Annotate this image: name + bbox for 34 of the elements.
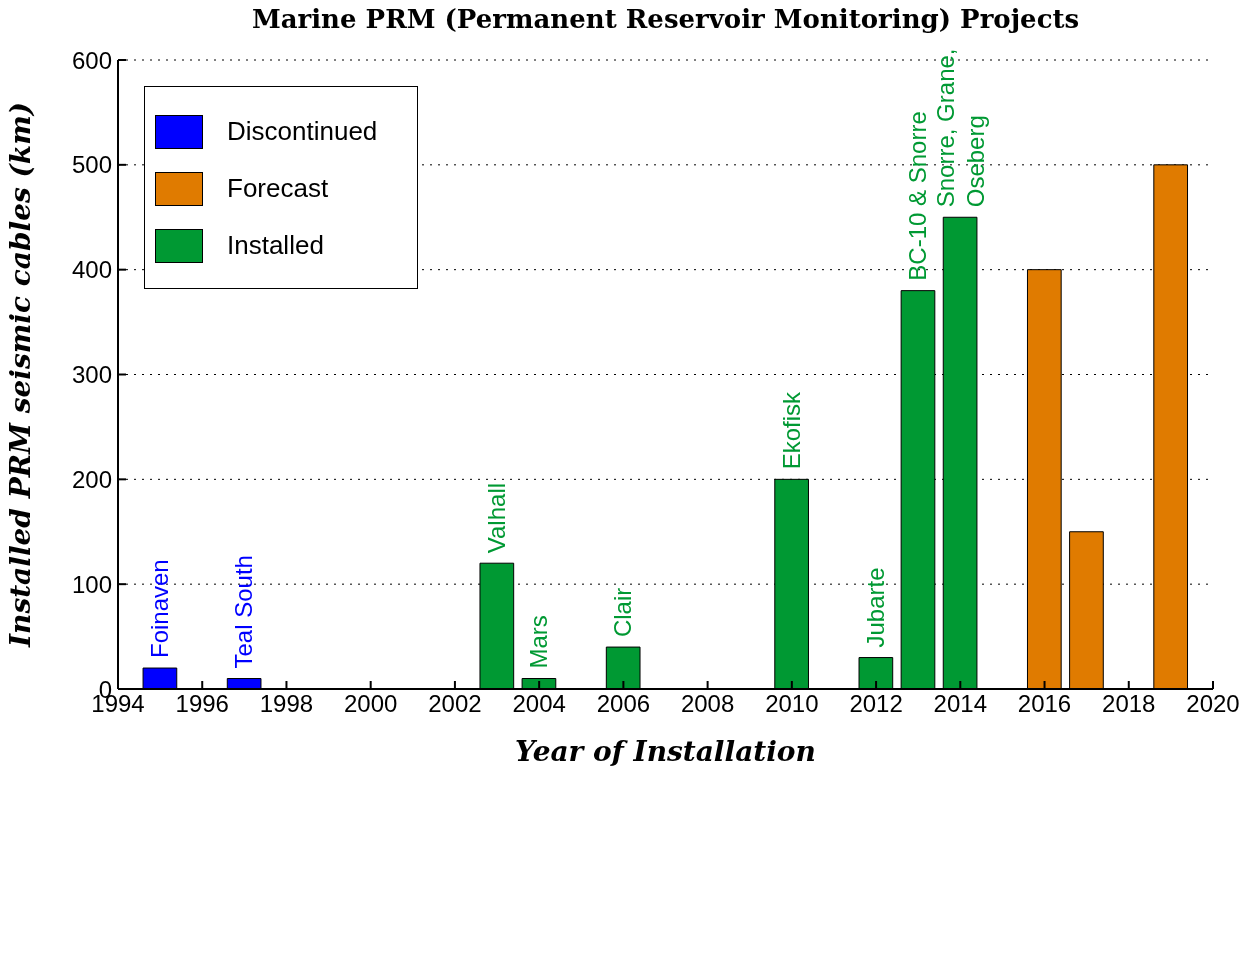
x-tick-label: 2000 <box>344 690 398 718</box>
chart-title: Marine PRM (Permanent Reservoir Monitoring) Projects <box>250 4 1081 34</box>
annotation: Jubarte <box>862 567 890 648</box>
annotation: Ekofisk <box>777 390 805 470</box>
x-tick-label: 2016 <box>1017 690 1072 718</box>
x-tick-label: 2004 <box>512 690 566 718</box>
annotation: Clair <box>609 587 637 638</box>
x-tick-label: 2010 <box>765 690 819 718</box>
y-tick-label: 400 <box>71 256 112 284</box>
x-tick-label: 2002 <box>428 690 482 718</box>
x-tick-label: 2006 <box>596 690 651 718</box>
legend-label: Installed <box>227 230 324 261</box>
x-tick-label: 2020 <box>1186 690 1240 718</box>
annotation: Valhall <box>483 482 511 554</box>
annotation: BC-10 & Snorre <box>904 111 932 281</box>
legend-label: Discontinued <box>227 116 378 147</box>
y-tick-label: 600 <box>71 46 112 74</box>
x-tick-label: 1998 <box>259 690 314 718</box>
annotation: Foinaven <box>146 559 174 659</box>
x-axis-title: Year of Installation <box>515 735 816 768</box>
annotation: Mars <box>525 615 553 669</box>
x-tick-label: 2012 <box>849 690 903 718</box>
y-tick-label: 100 <box>71 570 112 598</box>
legend-label: Forecast <box>227 173 329 204</box>
x-tick-label: 2014 <box>933 690 987 718</box>
x-tick-label: 2018 <box>1102 690 1156 718</box>
y-tick-label: 200 <box>71 465 112 493</box>
annotation: Snorre, Grane, Oseberg <box>932 48 990 208</box>
x-tick-label: 2008 <box>680 690 735 718</box>
y-axis-title: Installed PRM seismic cables (km) <box>3 101 37 649</box>
y-tick-label: 300 <box>71 361 112 389</box>
annotation: Teal South <box>230 555 258 669</box>
x-tick-label: 1996 <box>175 690 229 718</box>
y-tick-label: 500 <box>71 151 112 179</box>
